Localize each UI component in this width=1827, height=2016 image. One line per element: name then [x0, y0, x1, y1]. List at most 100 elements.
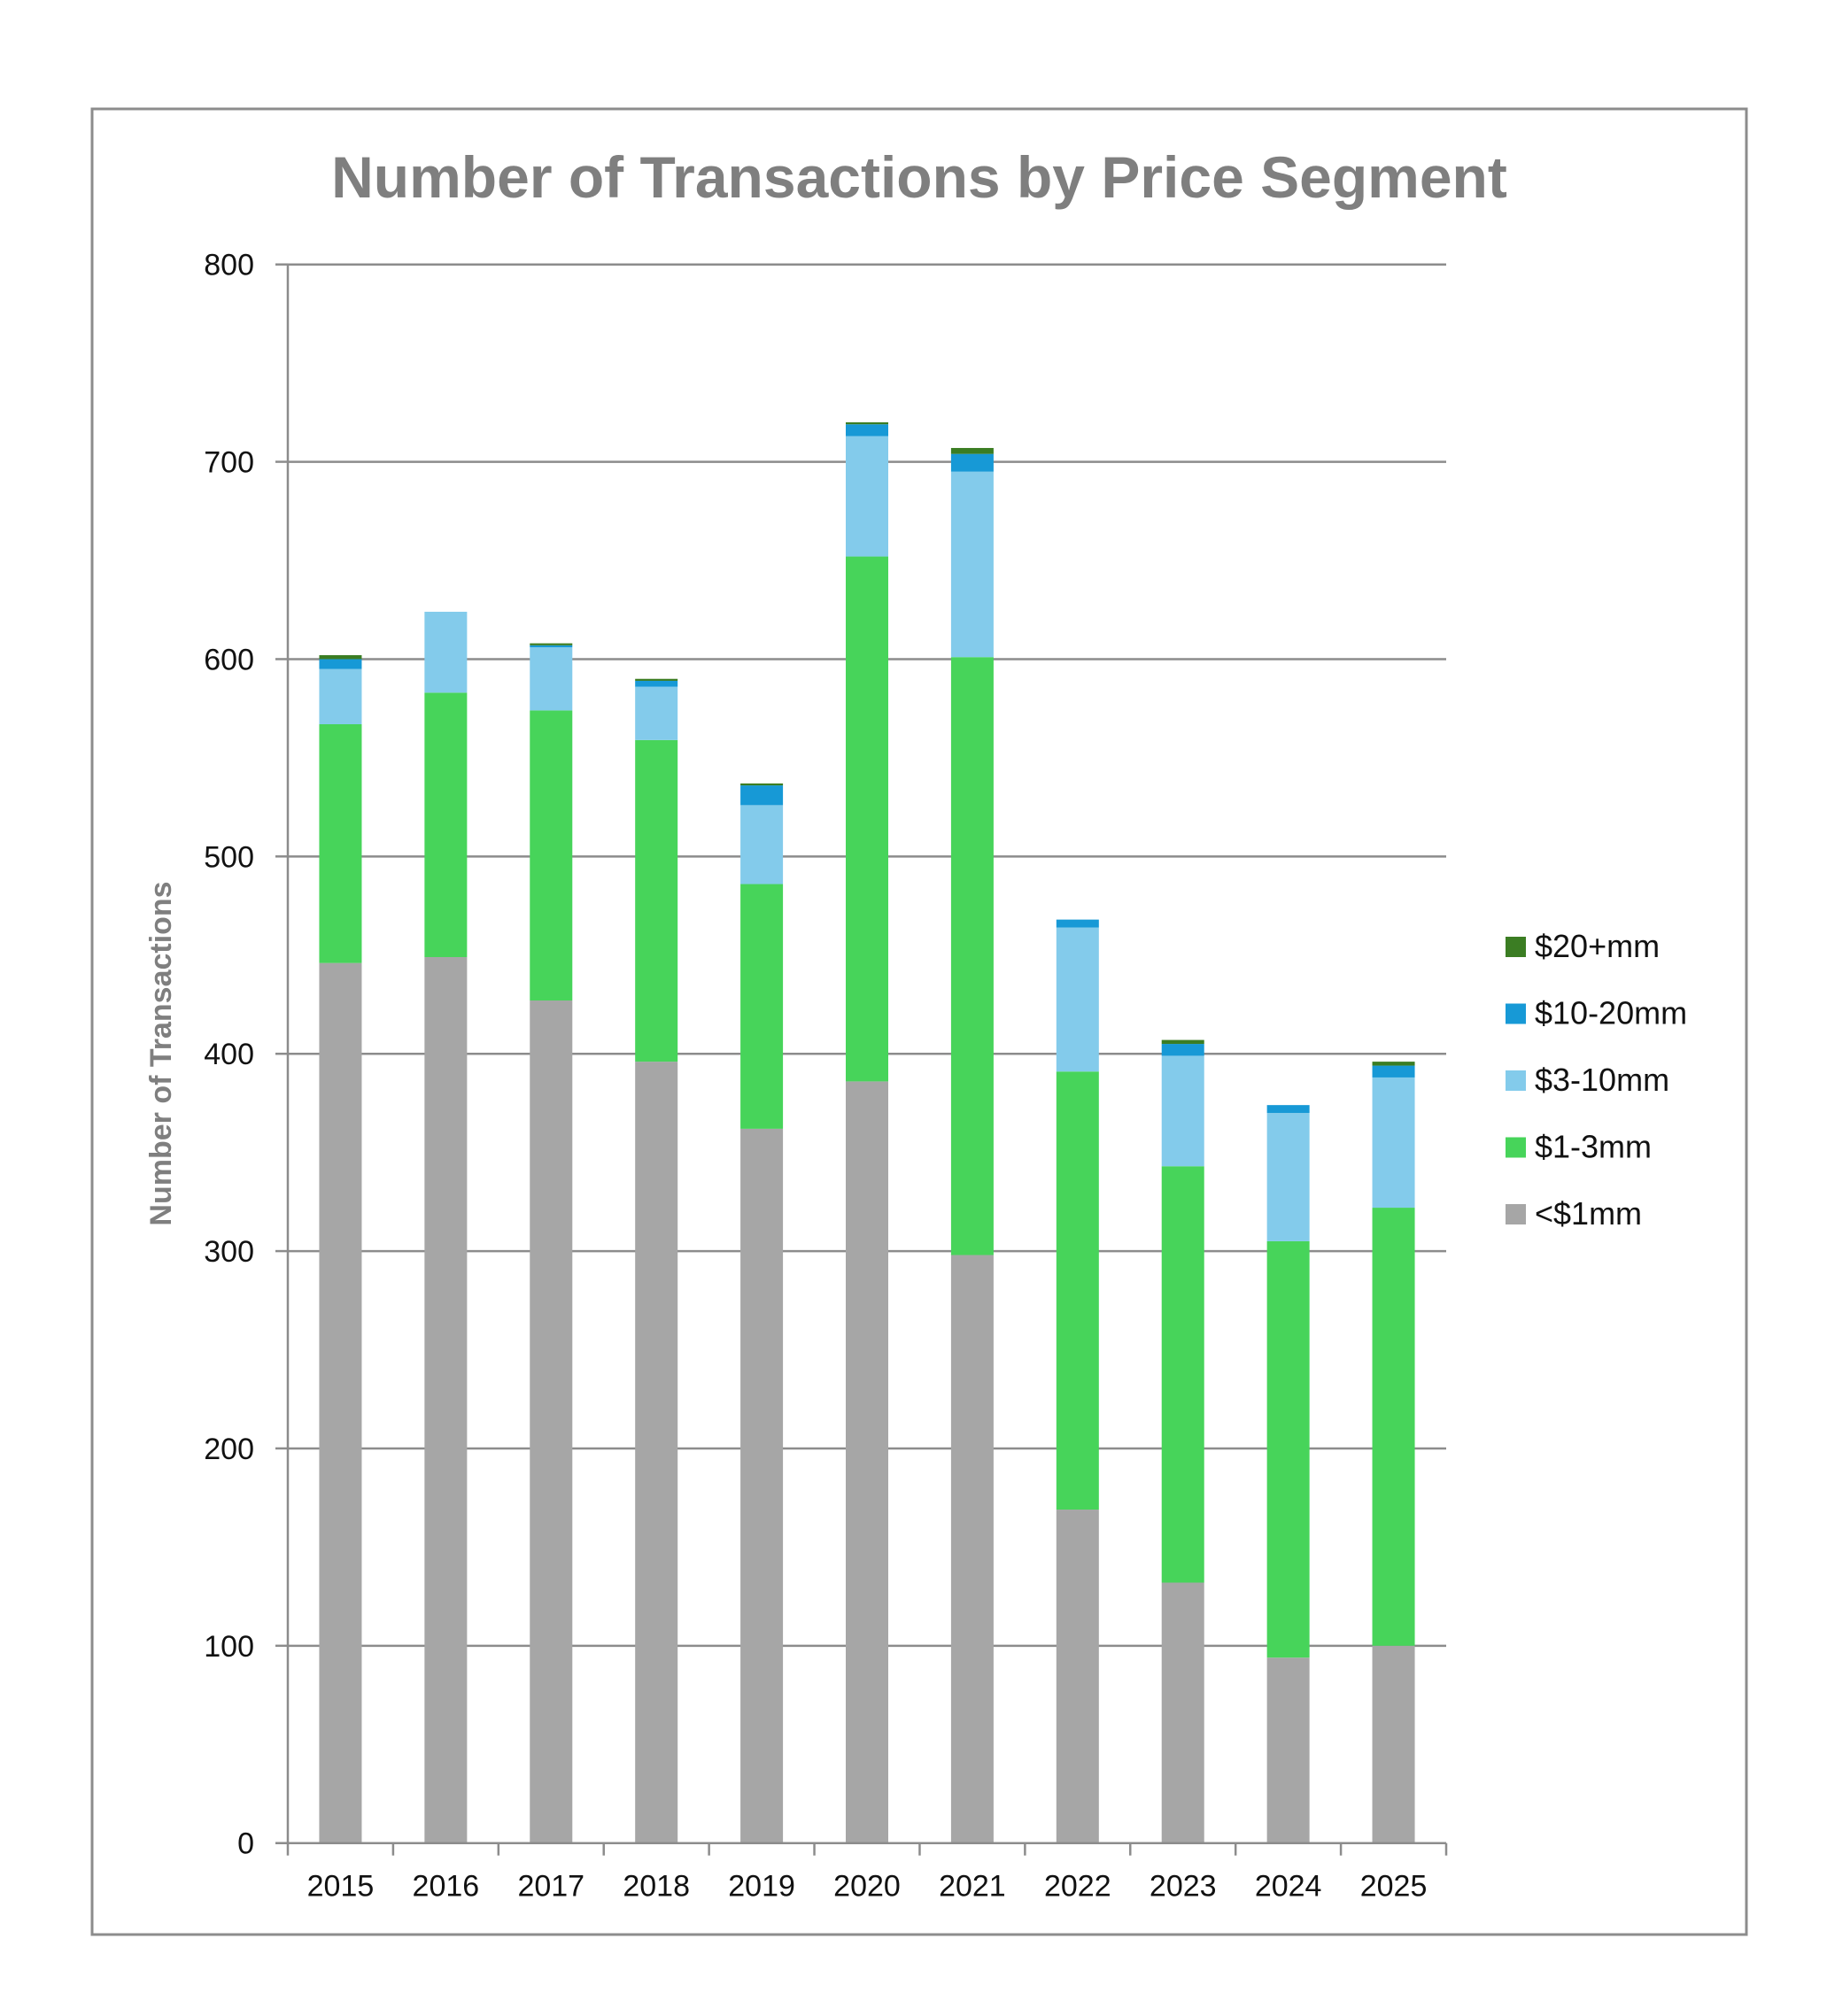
bar-segment-2019-2: [740, 805, 784, 884]
bar-stack-2025: [1372, 1062, 1415, 1843]
legend-label: $3-10mm: [1535, 1062, 1669, 1098]
x-tick-label: 2019: [728, 1870, 795, 1904]
bar-segment-2017-1: [530, 710, 573, 1001]
y-tick-label: 100: [204, 1630, 254, 1664]
bars: [319, 422, 1415, 1843]
bar-segment-2024-2: [1266, 1113, 1310, 1241]
bar-segment-2022-2: [1056, 927, 1099, 1072]
bar-segment-2020-3: [846, 424, 888, 436]
bar-segment-2018-4: [635, 678, 678, 681]
bar-segment-2016-2: [424, 611, 468, 693]
x-tick-label: 2020: [833, 1870, 901, 1904]
x-tick-label: 2021: [939, 1870, 1006, 1904]
y-tick-label: 0: [237, 1827, 254, 1861]
bar-segment-2023-1: [1161, 1166, 1204, 1583]
y-tick-label: 700: [204, 446, 254, 480]
legend-item: $20+mm: [1506, 928, 1660, 964]
bar-segment-2024-3: [1266, 1105, 1310, 1114]
bar-stack-2015: [319, 654, 362, 1843]
bar-segment-2015-2: [319, 668, 362, 724]
bar-segment-2023-3: [1161, 1044, 1204, 1056]
y-tick-label: 200: [204, 1433, 254, 1466]
x-tick-label: 2025: [1360, 1870, 1428, 1904]
bar-segment-2015-1: [319, 723, 362, 963]
legend-swatch: [1506, 1003, 1526, 1024]
y-tick-label: 300: [204, 1235, 254, 1269]
x-tick-label: 2023: [1150, 1870, 1217, 1904]
bar-segment-2015-4: [319, 654, 362, 660]
bar-segment-2017-2: [530, 647, 573, 711]
legend-label: $10-20mm: [1535, 995, 1687, 1031]
bar-segment-2017-0: [530, 1000, 573, 1843]
legend: $20+mm $10-20mm $3-10mm $1-3mm <$1mm: [1506, 928, 1687, 1232]
bar-segment-2024-1: [1266, 1240, 1310, 1658]
y-tick-label: 500: [204, 840, 254, 874]
legend-item: <$1mm: [1506, 1195, 1642, 1232]
bar-segment-2021-4: [950, 447, 994, 454]
legend-swatch: [1506, 1070, 1526, 1091]
bar-stack-2024: [1266, 1105, 1310, 1843]
bar-stack-2020: [846, 422, 888, 1843]
bar-segment-2021-0: [950, 1255, 994, 1843]
bar-segment-2022-3: [1056, 919, 1099, 928]
y-axis-ticks: 0 100 200 300 400 500 600 700 800: [204, 249, 288, 1861]
bar-segment-2018-3: [635, 680, 678, 687]
bar-segment-2018-2: [635, 686, 678, 740]
bar-stack-2022: [1056, 919, 1099, 1843]
bar-segment-2025-0: [1372, 1645, 1415, 1843]
bar-segment-2023-0: [1161, 1582, 1204, 1843]
bar-segment-2022-0: [1056, 1510, 1099, 1843]
y-tick-label: 800: [204, 249, 254, 282]
bar-segment-2017-3: [530, 645, 573, 648]
x-tick-label: 2015: [307, 1870, 375, 1904]
bar-segment-2025-1: [1372, 1208, 1415, 1646]
bar-segment-2025-3: [1372, 1065, 1415, 1078]
bar-segment-2018-1: [635, 739, 678, 1062]
axes: [275, 264, 1446, 1844]
bar-segment-2016-0: [424, 956, 468, 1843]
bar-segment-2023-4: [1161, 1039, 1204, 1045]
x-tick-label: 2017: [517, 1870, 584, 1904]
bar-segment-2015-3: [319, 659, 362, 669]
bar-segment-2024-0: [1266, 1657, 1310, 1843]
bar-segment-2025-4: [1372, 1062, 1415, 1066]
bar-segment-2023-2: [1161, 1055, 1204, 1167]
legend-item: $1-3mm: [1506, 1129, 1652, 1165]
legend-label: $20+mm: [1535, 928, 1660, 964]
bar-segment-2020-4: [846, 422, 888, 425]
bar-segment-2025-2: [1372, 1077, 1415, 1209]
x-tick-label: 2018: [623, 1870, 690, 1904]
bar-segment-2021-2: [950, 471, 994, 658]
legend-swatch: [1506, 937, 1526, 957]
bar-segment-2020-0: [846, 1081, 888, 1843]
legend-item: $3-10mm: [1506, 1062, 1669, 1098]
bar-segment-2022-1: [1056, 1071, 1099, 1510]
bar-stack-2019: [740, 783, 784, 1843]
x-tick-label: 2024: [1255, 1870, 1322, 1904]
legend-swatch: [1506, 1204, 1526, 1224]
bar-segment-2017-4: [530, 643, 573, 645]
bar-segment-2020-2: [846, 436, 888, 557]
bar-segment-2018-0: [635, 1062, 678, 1843]
bar-segment-2019-1: [740, 884, 784, 1129]
chart-frame: [90, 107, 1748, 1936]
x-axis-ticks: 2015 2016 2017 2018 2019 2020 2021 2022 2023 2024…: [286, 1842, 1448, 1904]
bar-stack-2021: [950, 447, 994, 1843]
bar-stack-2016: [424, 611, 468, 1843]
bar-segment-2019-4: [740, 783, 784, 786]
bar-segment-2020-1: [846, 556, 888, 1082]
legend-swatch: [1506, 1137, 1526, 1158]
chart-title: Number of Transactions by Price Segment: [331, 144, 1507, 210]
bar-stack-2017: [530, 643, 573, 1843]
bar-segment-2021-3: [950, 453, 994, 472]
bar-segment-2019-3: [740, 785, 784, 806]
legend-label: <$1mm: [1535, 1195, 1642, 1232]
legend-item: $10-20mm: [1506, 995, 1687, 1031]
bar-stack-2023: [1161, 1039, 1204, 1843]
y-tick-label: 600: [204, 643, 254, 676]
bar-stack-2018: [635, 678, 678, 1843]
x-tick-label: 2022: [1044, 1870, 1111, 1904]
x-tick-label: 2016: [413, 1870, 480, 1904]
bar-segment-2016-1: [424, 692, 468, 957]
